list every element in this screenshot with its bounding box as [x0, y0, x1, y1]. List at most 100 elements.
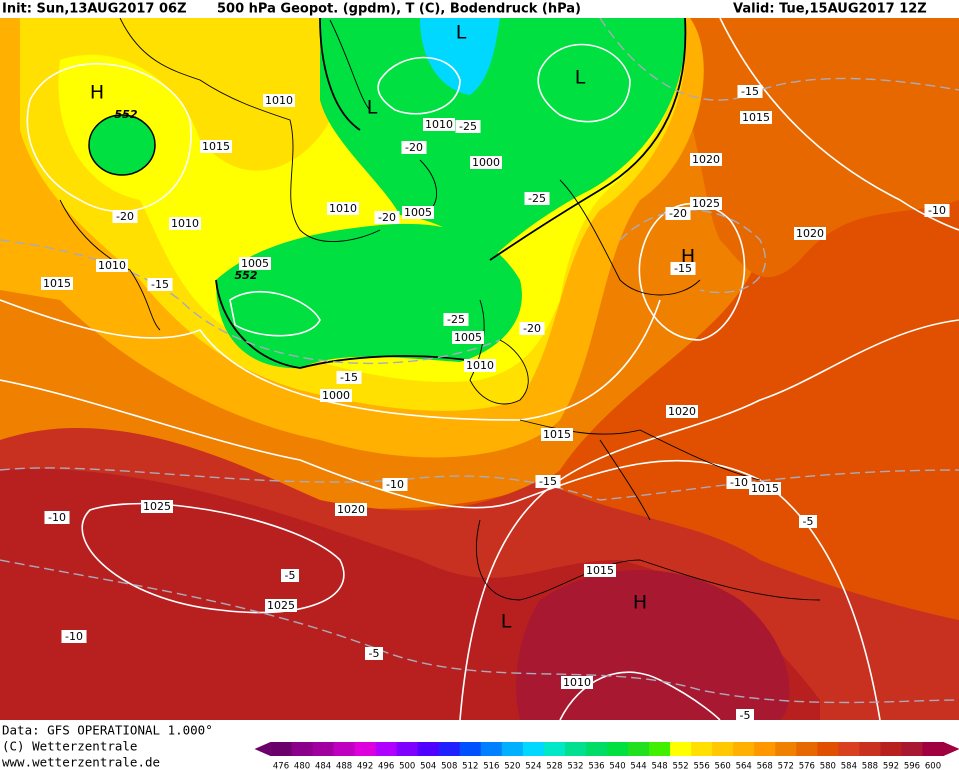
legend-swatch: [754, 742, 776, 756]
label-box: [690, 153, 722, 166]
legend-swatch: [270, 742, 293, 756]
legend-swatch: [838, 742, 860, 756]
isoline-label: 1005: [404, 206, 432, 219]
label-box: [112, 210, 138, 223]
legend-swatch: [607, 742, 629, 756]
label-box: [423, 118, 455, 131]
legend-level: 516: [483, 762, 499, 770]
legend-level: 544: [630, 762, 646, 770]
legend-swatch: [417, 742, 440, 756]
isoline-label: -15: [539, 475, 557, 488]
label-box: [736, 709, 754, 722]
legend-swatch: [291, 742, 314, 756]
isoline-label: -15: [674, 262, 692, 275]
label-box: [141, 500, 173, 513]
legend-swatch: [691, 742, 713, 756]
label-box: [265, 599, 297, 612]
isoline-label: 1015: [586, 564, 614, 577]
isoline-label: -15: [340, 371, 358, 384]
pressure-center: L: [501, 611, 512, 633]
isoline-label: 1020: [337, 503, 365, 516]
isoline-label: 1025: [692, 197, 720, 210]
legend-swatch: [375, 742, 398, 756]
isoline-label: -20: [669, 207, 687, 220]
legend-swatch: [922, 742, 945, 756]
isoline-label: -25: [447, 313, 465, 326]
legend-level: 512: [462, 762, 478, 770]
label-box: [541, 428, 573, 441]
legend-level: 500: [399, 762, 415, 770]
label-box: [470, 156, 502, 169]
label-box: [61, 630, 87, 643]
legend-level: 524: [525, 762, 541, 770]
valid-time: Valid: Tue,15AUG2017 12Z: [733, 2, 927, 17]
label-box: [44, 511, 70, 524]
isoline-label: 1015: [43, 277, 71, 290]
legend-swatch: [733, 742, 755, 756]
legend-swatch: [312, 742, 335, 756]
legend-level: 520: [504, 762, 520, 770]
label-box: [666, 405, 698, 418]
isoline-label: -25: [459, 120, 477, 133]
label-box: [749, 482, 781, 495]
legend-level: 508: [441, 762, 457, 770]
isoline-label: -5: [803, 515, 814, 528]
isoline-label: -10: [730, 476, 748, 489]
label-box: [455, 120, 481, 133]
legend-swatch: [543, 742, 566, 756]
legend-swatch: [354, 742, 377, 756]
label-box: [443, 313, 469, 326]
isoline-label: 1015: [202, 140, 230, 153]
label-box: [281, 569, 299, 582]
label-box: [320, 389, 352, 402]
legend-level: 504: [420, 762, 436, 770]
legend-swatch: [480, 742, 503, 756]
legend-level: 492: [357, 762, 373, 770]
website: www.wetterzentrale.de: [2, 755, 160, 770]
label-box: [402, 206, 434, 219]
label-box: [737, 85, 763, 98]
isoline-label: 1010: [425, 118, 453, 131]
legend-arrow-left: [254, 742, 271, 756]
isoline-label: 1015: [543, 428, 571, 441]
isoline-label: 1010: [265, 94, 293, 107]
label-box: [96, 259, 128, 272]
isoline-label: 1020: [796, 227, 824, 240]
label-box: [147, 278, 173, 291]
label-box: [336, 371, 362, 384]
legend-arrow-right: [943, 742, 959, 756]
contour-552-label: 552: [235, 269, 258, 282]
isoline-label: 1015: [751, 482, 779, 495]
color-legend: 476 480 484 488 492 496 500 504 508 512 516 520 524 5…: [254, 742, 959, 770]
map-title: 500 hPa Geopot. (gpdm), T (C), Bodendruc…: [217, 2, 581, 17]
legend-level: 496: [378, 762, 394, 770]
legend-level: 600: [925, 762, 941, 770]
isoline-label: -20: [405, 141, 423, 154]
isoline-label: -5: [369, 647, 380, 660]
label-box: [726, 476, 752, 489]
label-box: [401, 141, 427, 154]
legend-swatch: [628, 742, 650, 756]
legend-swatch: [796, 742, 818, 756]
legend-swatch: [859, 742, 881, 756]
pressure-center: H: [633, 592, 647, 614]
isoline-label: -20: [116, 210, 134, 223]
label-box: [561, 676, 593, 689]
label-box: [690, 197, 722, 210]
label-box: [169, 217, 201, 230]
label-box: [524, 192, 550, 205]
label-box: [200, 140, 232, 153]
isoline-label: -25: [528, 192, 546, 205]
legend-level: 536: [588, 762, 604, 770]
legend-level: 588: [862, 762, 878, 770]
legend-swatch: [585, 742, 608, 756]
label-box: [382, 478, 408, 491]
legend-swatch: [670, 742, 692, 756]
label-box: [519, 322, 545, 335]
label-box: [535, 475, 561, 488]
isoline-label: -20: [378, 211, 396, 224]
legend-swatch: [396, 742, 419, 756]
